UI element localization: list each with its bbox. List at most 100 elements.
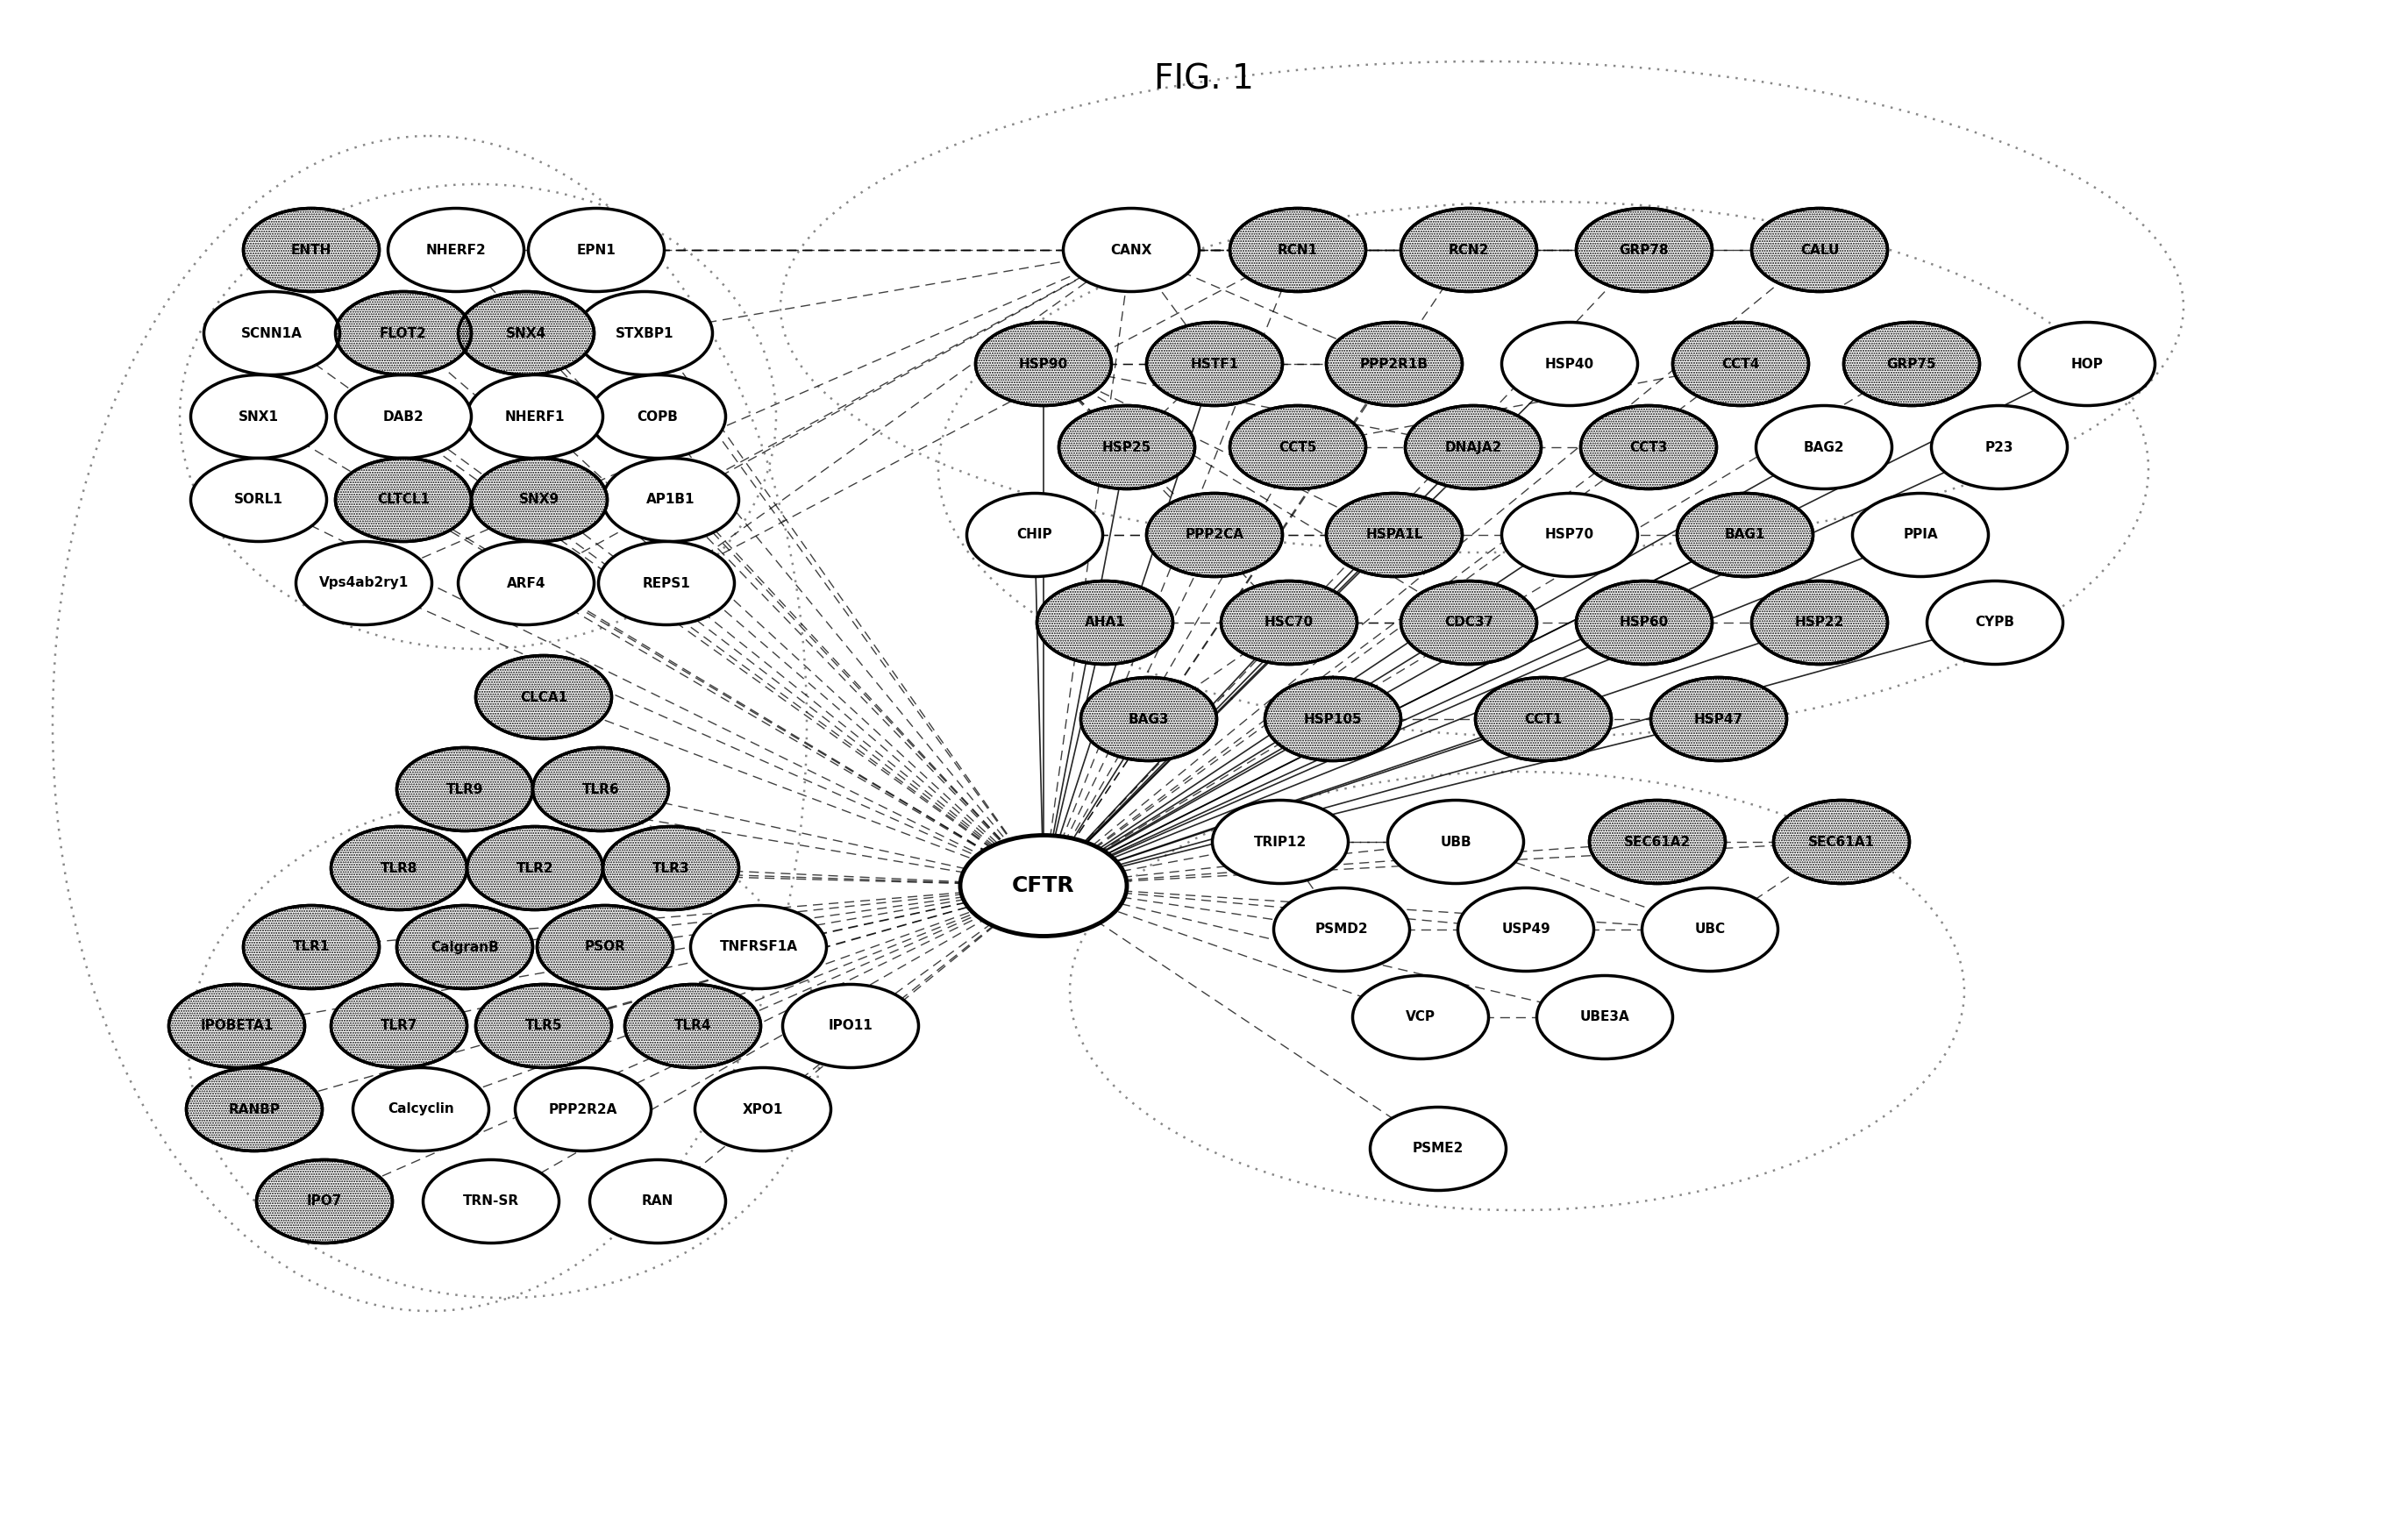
Text: SCNN1A: SCNN1A (241, 326, 303, 340)
Text: VCP: VCP (1406, 1011, 1435, 1023)
Text: SNX9: SNX9 (520, 493, 559, 507)
Ellipse shape (335, 291, 472, 375)
Ellipse shape (527, 208, 665, 291)
Text: XPO1: XPO1 (742, 1103, 783, 1115)
Text: HSPA1L: HSPA1L (1365, 529, 1423, 541)
Text: BAG1: BAG1 (1724, 529, 1765, 541)
Text: HOP: HOP (2071, 357, 2102, 371)
Ellipse shape (1038, 581, 1173, 665)
Text: TLR8: TLR8 (380, 861, 417, 875)
Text: AP1B1: AP1B1 (645, 493, 696, 507)
Ellipse shape (1146, 322, 1283, 406)
Ellipse shape (783, 985, 917, 1068)
Ellipse shape (1146, 493, 1283, 576)
Ellipse shape (205, 291, 340, 375)
Ellipse shape (1353, 976, 1488, 1059)
Ellipse shape (1230, 208, 1365, 291)
Text: TLR6: TLR6 (583, 783, 619, 795)
Text: TLR9: TLR9 (445, 783, 484, 795)
Text: COPB: COPB (638, 411, 679, 423)
Text: TNFRSF1A: TNFRSF1A (720, 941, 797, 953)
Text: HSP90: HSP90 (1019, 357, 1069, 371)
Text: UBB: UBB (1440, 835, 1471, 849)
Text: PSMD2: PSMD2 (1315, 922, 1368, 936)
Ellipse shape (1230, 406, 1365, 489)
Ellipse shape (1589, 800, 1724, 884)
Text: HSP47: HSP47 (1695, 712, 1743, 726)
Ellipse shape (1676, 493, 1813, 576)
Ellipse shape (1503, 493, 1637, 576)
Text: ARF4: ARF4 (506, 576, 547, 590)
Text: CFTR: CFTR (1011, 875, 1074, 896)
Text: CHIP: CHIP (1016, 529, 1052, 541)
Text: GRP78: GRP78 (1621, 244, 1669, 256)
Text: HSP40: HSP40 (1546, 357, 1594, 371)
Text: CCT5: CCT5 (1279, 441, 1317, 453)
Text: RCN2: RCN2 (1450, 244, 1488, 256)
Ellipse shape (1751, 581, 1888, 665)
Ellipse shape (458, 291, 595, 375)
Text: CCT3: CCT3 (1630, 441, 1669, 453)
Ellipse shape (966, 493, 1103, 576)
Ellipse shape (1457, 889, 1594, 971)
Text: UBC: UBC (1695, 922, 1727, 936)
Ellipse shape (354, 1068, 489, 1151)
Text: Calcyclin: Calcyclin (388, 1103, 455, 1115)
Ellipse shape (477, 985, 612, 1068)
Text: IPO11: IPO11 (828, 1019, 872, 1033)
Text: SEC61A1: SEC61A1 (1808, 835, 1876, 849)
Text: NHERF1: NHERF1 (506, 411, 566, 423)
Text: RAN: RAN (643, 1195, 674, 1207)
Text: CLTCL1: CLTCL1 (378, 493, 429, 507)
Text: TLR3: TLR3 (653, 861, 689, 875)
Text: BAG2: BAG2 (1804, 441, 1845, 453)
Text: TRN-SR: TRN-SR (462, 1195, 520, 1207)
Text: RANBP: RANBP (229, 1103, 279, 1115)
Ellipse shape (1642, 889, 1777, 971)
Text: SORL1: SORL1 (234, 493, 284, 507)
Ellipse shape (1401, 208, 1536, 291)
Text: HSP22: HSP22 (1794, 616, 1845, 630)
Ellipse shape (1274, 889, 1409, 971)
Text: PPP2R2A: PPP2R2A (549, 1103, 616, 1115)
Text: UBE3A: UBE3A (1580, 1011, 1630, 1023)
Ellipse shape (1536, 976, 1674, 1059)
Text: PPIA: PPIA (1902, 529, 1938, 541)
Ellipse shape (1852, 493, 1989, 576)
Ellipse shape (1370, 1108, 1505, 1190)
Text: BAG3: BAG3 (1129, 712, 1170, 726)
Ellipse shape (388, 208, 525, 291)
Text: FIG. 1: FIG. 1 (1153, 63, 1255, 95)
Ellipse shape (961, 835, 1127, 936)
Ellipse shape (1577, 581, 1712, 665)
Ellipse shape (1221, 581, 1358, 665)
Text: DAB2: DAB2 (383, 411, 424, 423)
Ellipse shape (335, 458, 472, 541)
Ellipse shape (335, 375, 472, 458)
Ellipse shape (600, 541, 734, 625)
Ellipse shape (1755, 406, 1893, 489)
Ellipse shape (691, 905, 826, 988)
Text: USP49: USP49 (1500, 922, 1551, 936)
Text: HSP60: HSP60 (1621, 616, 1669, 630)
Text: SNX1: SNX1 (238, 411, 279, 423)
Ellipse shape (258, 1160, 393, 1242)
Ellipse shape (477, 656, 612, 738)
Ellipse shape (1401, 581, 1536, 665)
Ellipse shape (1931, 406, 2068, 489)
Ellipse shape (1775, 800, 1910, 884)
Ellipse shape (1327, 322, 1462, 406)
Ellipse shape (472, 458, 607, 541)
Ellipse shape (424, 1160, 559, 1242)
Text: NHERF2: NHERF2 (426, 244, 486, 256)
Text: TLR7: TLR7 (380, 1019, 417, 1033)
Text: EPN1: EPN1 (576, 244, 616, 256)
Text: CCT4: CCT4 (1722, 357, 1760, 371)
Text: HSC70: HSC70 (1264, 616, 1315, 630)
Text: TRIP12: TRIP12 (1255, 835, 1308, 849)
Text: SEC61A2: SEC61A2 (1623, 835, 1690, 849)
Ellipse shape (1060, 406, 1194, 489)
Text: HSP105: HSP105 (1303, 712, 1363, 726)
Ellipse shape (590, 375, 725, 458)
Ellipse shape (467, 826, 602, 910)
